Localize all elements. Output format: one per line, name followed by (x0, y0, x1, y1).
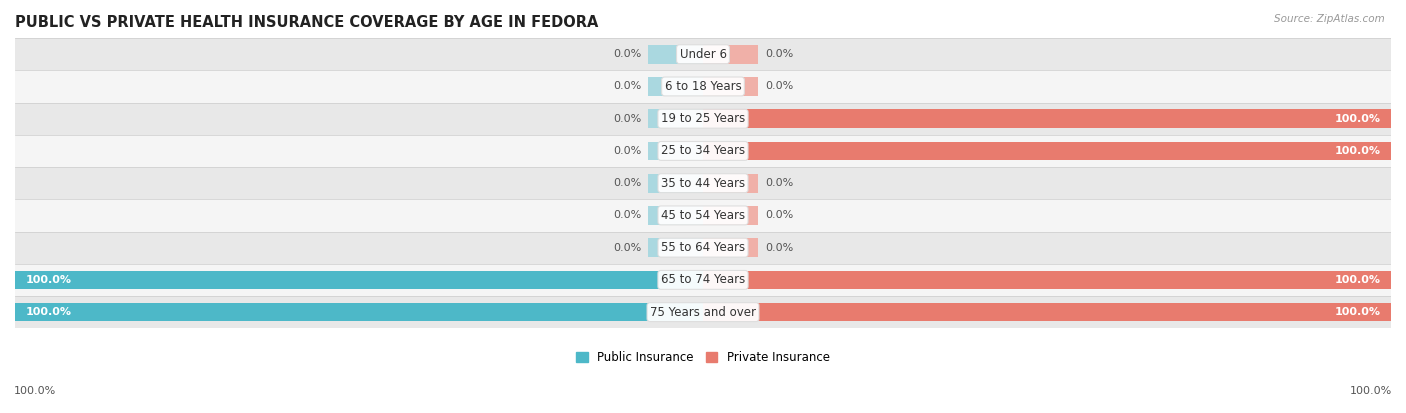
Bar (703, 174, 758, 192)
Bar (15, 70, 1391, 102)
Bar (648, 77, 703, 96)
Text: 100.0%: 100.0% (25, 307, 72, 317)
Text: 100.0%: 100.0% (1334, 275, 1381, 285)
Text: Source: ZipAtlas.com: Source: ZipAtlas.com (1274, 14, 1385, 24)
Text: 0.0%: 0.0% (613, 81, 641, 91)
Text: 0.0%: 0.0% (765, 178, 793, 188)
Bar (15, 271, 703, 289)
Bar (703, 109, 1391, 128)
Text: PUBLIC VS PRIVATE HEALTH INSURANCE COVERAGE BY AGE IN FEDORA: PUBLIC VS PRIVATE HEALTH INSURANCE COVER… (15, 15, 599, 30)
Text: 65 to 74 Years: 65 to 74 Years (661, 273, 745, 286)
Text: 25 to 34 Years: 25 to 34 Years (661, 145, 745, 157)
Text: 45 to 54 Years: 45 to 54 Years (661, 209, 745, 222)
Bar (15, 167, 1391, 199)
Bar (15, 38, 1391, 70)
Bar (703, 238, 758, 257)
Bar (648, 109, 703, 128)
Text: 100.0%: 100.0% (1334, 114, 1381, 124)
Legend: Public Insurance, Private Insurance: Public Insurance, Private Insurance (571, 347, 835, 369)
Bar (703, 142, 1391, 160)
Text: 75 Years and over: 75 Years and over (650, 306, 756, 318)
Bar (15, 264, 1391, 296)
Bar (15, 199, 1391, 232)
Text: 0.0%: 0.0% (765, 81, 793, 91)
Bar (15, 296, 1391, 328)
Bar (703, 271, 1391, 289)
Text: 55 to 64 Years: 55 to 64 Years (661, 241, 745, 254)
Text: 0.0%: 0.0% (613, 243, 641, 253)
Bar (703, 206, 758, 225)
Text: 35 to 44 Years: 35 to 44 Years (661, 177, 745, 190)
Bar (15, 102, 1391, 135)
Text: 0.0%: 0.0% (613, 146, 641, 156)
Text: Under 6: Under 6 (679, 48, 727, 61)
Bar (648, 238, 703, 257)
Text: 0.0%: 0.0% (765, 210, 793, 221)
Bar (15, 135, 1391, 167)
Bar (648, 174, 703, 192)
Text: 19 to 25 Years: 19 to 25 Years (661, 112, 745, 125)
Bar (15, 303, 703, 321)
Text: 0.0%: 0.0% (613, 49, 641, 59)
Bar (648, 45, 703, 64)
Text: 6 to 18 Years: 6 to 18 Years (665, 80, 741, 93)
Text: 100.0%: 100.0% (1334, 146, 1381, 156)
Bar (703, 303, 1391, 321)
Bar (703, 45, 758, 64)
Text: 0.0%: 0.0% (765, 243, 793, 253)
Bar (648, 142, 703, 160)
Bar (15, 232, 1391, 264)
Text: 0.0%: 0.0% (613, 178, 641, 188)
Bar (648, 206, 703, 225)
Text: 100.0%: 100.0% (1334, 307, 1381, 317)
Text: 100.0%: 100.0% (14, 387, 56, 396)
Text: 100.0%: 100.0% (1350, 387, 1392, 396)
Text: 0.0%: 0.0% (613, 114, 641, 124)
Text: 100.0%: 100.0% (25, 275, 72, 285)
Text: 0.0%: 0.0% (765, 49, 793, 59)
Text: 0.0%: 0.0% (613, 210, 641, 221)
Bar (703, 77, 758, 96)
